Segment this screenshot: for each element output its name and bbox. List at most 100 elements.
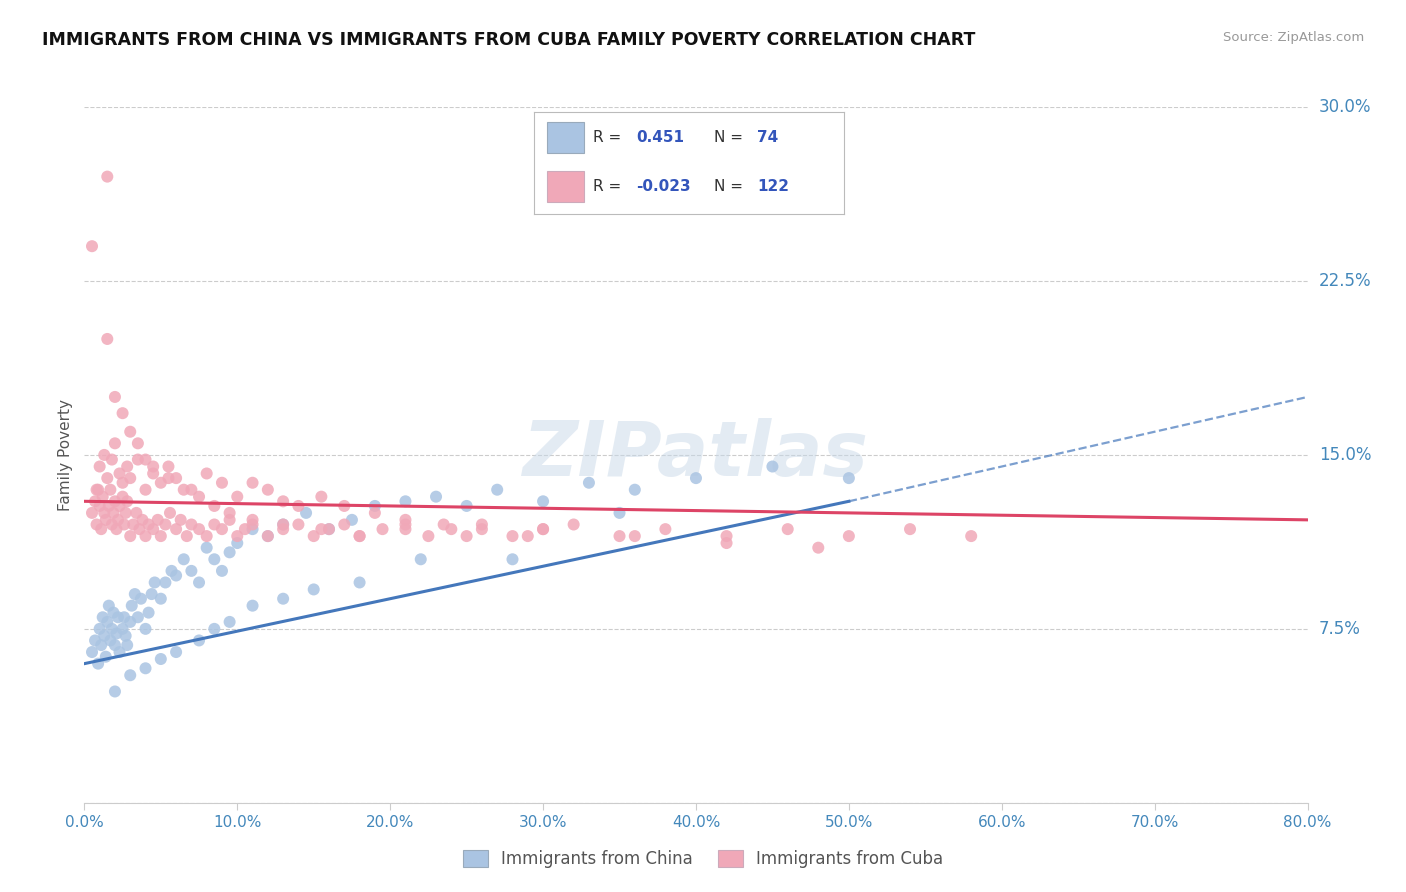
Point [471, 517, 494, 532]
Point [90, 638, 112, 652]
Point [202, 552, 225, 566]
Point [685, 471, 707, 485]
Point [180, 564, 202, 578]
Point [188, 575, 211, 590]
Point [287, 499, 309, 513]
Point [425, 490, 447, 504]
Point [188, 633, 211, 648]
Text: 15.0%: 15.0% [1319, 446, 1371, 464]
Point [87, 657, 110, 671]
Text: ZIPatlas: ZIPatlas [523, 418, 869, 491]
Point [409, 552, 432, 566]
Text: Source: ZipAtlas.com: Source: ZipAtlas.com [1223, 31, 1364, 45]
Text: 74: 74 [756, 129, 779, 145]
Point [176, 529, 198, 543]
Point [96, 615, 118, 629]
Point [149, 652, 172, 666]
Point [129, 591, 152, 606]
Point [141, 587, 163, 601]
Point [226, 490, 249, 504]
Point [138, 606, 160, 620]
Point [242, 513, 264, 527]
Point [142, 459, 165, 474]
Point [107, 513, 129, 527]
Point [114, 629, 136, 643]
Point [271, 517, 294, 532]
Point [609, 529, 631, 543]
Point [103, 606, 125, 620]
Point [86, 483, 108, 497]
Point [112, 610, 135, 624]
Point [333, 499, 356, 513]
Point [242, 599, 264, 613]
Point [115, 459, 138, 474]
Point [195, 541, 218, 555]
Point [333, 517, 356, 532]
Point [108, 499, 131, 513]
Point [394, 517, 416, 532]
Point [131, 513, 153, 527]
Point [242, 522, 264, 536]
Point [318, 522, 340, 536]
Point [149, 591, 172, 606]
Point [271, 522, 294, 536]
Point [146, 513, 169, 527]
Point [311, 490, 333, 504]
Point [111, 490, 134, 504]
Point [159, 506, 181, 520]
Point [149, 529, 172, 543]
Point [107, 610, 129, 624]
Point [898, 522, 921, 536]
Point [98, 633, 121, 648]
Point [125, 506, 148, 520]
Point [456, 529, 478, 543]
Text: 7.5%: 7.5% [1319, 620, 1361, 638]
Point [89, 459, 111, 474]
Point [105, 626, 128, 640]
Text: 122: 122 [756, 179, 789, 194]
Point [761, 459, 783, 474]
Point [349, 529, 371, 543]
Point [531, 522, 554, 536]
Point [155, 575, 177, 590]
Point [188, 522, 211, 536]
Point [103, 506, 125, 520]
Point [114, 506, 136, 520]
Point [91, 490, 114, 504]
Point [124, 587, 146, 601]
Point [101, 452, 124, 467]
Point [211, 564, 233, 578]
Point [349, 575, 371, 590]
Point [122, 517, 145, 532]
Text: -0.023: -0.023 [637, 179, 690, 194]
Point [195, 467, 218, 481]
Point [157, 459, 180, 474]
Point [257, 529, 280, 543]
Point [84, 494, 107, 508]
Point [104, 494, 127, 508]
Point [302, 582, 325, 597]
Point [776, 522, 799, 536]
Point [394, 513, 416, 527]
Point [80, 506, 103, 520]
Point [120, 668, 142, 682]
Point [101, 517, 124, 532]
Point [218, 513, 240, 527]
Point [202, 499, 225, 513]
Point [157, 471, 180, 485]
Point [112, 517, 135, 532]
Point [340, 513, 363, 527]
Point [202, 622, 225, 636]
Point [188, 490, 211, 504]
Point [89, 622, 111, 636]
Point [104, 436, 127, 450]
Point [96, 332, 118, 346]
Point [349, 529, 371, 543]
Point [127, 452, 149, 467]
Point [180, 517, 202, 532]
Point [97, 499, 120, 513]
Point [115, 494, 138, 508]
Bar [547, 171, 583, 202]
Point [502, 552, 524, 566]
Point [94, 649, 117, 664]
